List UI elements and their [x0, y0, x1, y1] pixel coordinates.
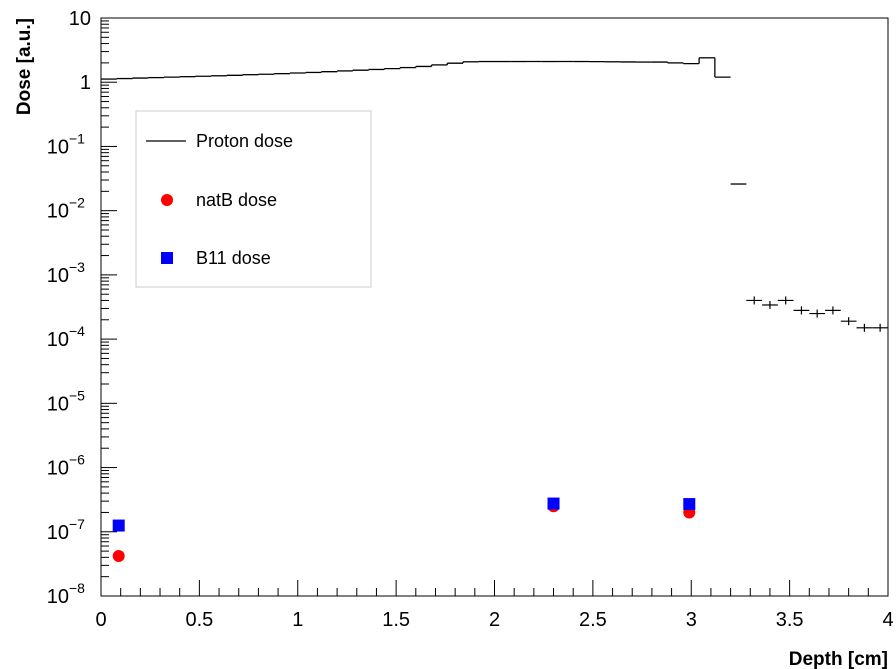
y-tick-label: 10 −4 — [47, 323, 85, 351]
x-tick-label: 2.5 — [579, 609, 607, 631]
y-tick-exponent: −1 — [69, 130, 85, 146]
series-natb-dose — [112, 500, 696, 562]
y-tick-label: 10 −2 — [47, 195, 85, 223]
y-tick-base: 1 — [80, 72, 91, 94]
y-tick-exponent: −3 — [69, 259, 85, 275]
x-tick-label: 0.5 — [185, 609, 213, 631]
y-tick-exponent: −5 — [69, 387, 85, 403]
y-tick-base: 10 — [47, 586, 69, 608]
legend-square-marker — [161, 252, 173, 264]
y-tick-exponent: −2 — [69, 195, 85, 211]
y-tick-base: 10 — [47, 458, 69, 480]
y-axis-title: Dose [a.u.] — [14, 18, 35, 115]
legend-entry: Proton dose — [146, 131, 293, 151]
y-tick-exponent: −8 — [69, 580, 85, 596]
y-tick-base: 10 — [47, 522, 69, 544]
legend-circle-marker — [161, 194, 173, 206]
x-tick-label: 2 — [489, 609, 500, 631]
y-tick-label: 10 −7 — [47, 516, 85, 544]
y-tick-base: 10 — [47, 265, 69, 287]
legend-label: B11 dose — [196, 248, 271, 268]
y-tick-label: 10 −8 — [47, 580, 85, 608]
x-tick-label: 3 — [686, 609, 697, 631]
y-tick-exponent: −6 — [69, 452, 85, 468]
y-tick-label: 10 −1 — [47, 130, 85, 158]
series-b11-dose — [112, 497, 696, 532]
x-tick-label: 4 — [882, 609, 893, 631]
y-tick-base: 10 — [47, 329, 69, 351]
y-tick-base: 10 — [69, 8, 91, 30]
x-axis-title: Depth [cm] — [789, 649, 888, 669]
b11-dose-point — [683, 498, 696, 511]
legend-label: natB dose — [196, 190, 277, 210]
legend-entry: B11 dose — [161, 248, 271, 268]
y-tick-label: 10 −3 — [47, 259, 85, 287]
legend-label: Proton dose — [196, 131, 293, 151]
legend-box — [135, 110, 372, 288]
y-tick-exponent: −4 — [69, 323, 85, 339]
x-tick-label: 0 — [95, 609, 106, 631]
b11-dose-point — [547, 497, 560, 510]
x-tick-label: 3.5 — [776, 609, 804, 631]
y-tick-base: 10 — [47, 201, 69, 223]
y-tick-label: 10 −6 — [47, 452, 85, 480]
y-tick-label: 10 — [69, 8, 91, 30]
series-proton-dose — [101, 57, 888, 332]
x-tick-label: 1 — [292, 609, 303, 631]
y-tick-base: 10 — [47, 393, 69, 415]
b11-dose-point — [112, 519, 125, 532]
y-tick-base: 10 — [47, 136, 69, 158]
y-tick-label: 1 — [80, 72, 91, 94]
legend-entry: natB dose — [161, 190, 277, 210]
y-tick-label: 10 −5 — [47, 387, 85, 415]
x-tick-label: 1.5 — [382, 609, 410, 631]
y-tick-exponent: −7 — [69, 516, 85, 532]
natb-dose-point — [112, 549, 125, 562]
